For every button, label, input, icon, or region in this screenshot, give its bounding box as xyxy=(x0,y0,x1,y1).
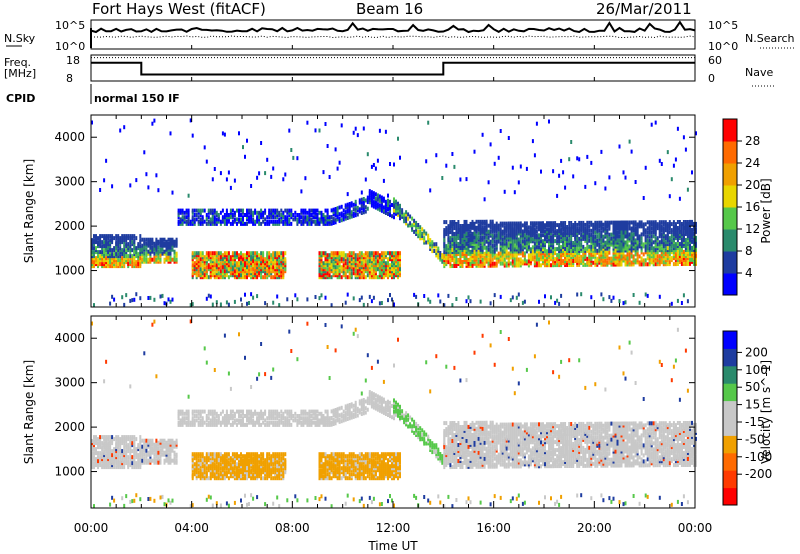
colorbar-swatch xyxy=(723,348,737,367)
nave-tick-bottom: 0 xyxy=(708,72,715,85)
time-axis-labels: 00:00 04:00 08:00 12:00 16:00 20:00 00:00 xyxy=(74,521,713,535)
power-x-ticks xyxy=(90,45,696,307)
colorbar-tick-label: 50 xyxy=(745,380,760,394)
colorbar-tick-label: -15 xyxy=(745,415,765,429)
colorbar-swatch xyxy=(723,207,737,230)
power-y-ticks: 1000 2000 3000 4000 xyxy=(54,130,695,278)
velocity-cells xyxy=(91,319,697,509)
colorbar-tick-label: 15 xyxy=(745,398,760,412)
colorbar-swatch xyxy=(723,400,737,419)
nsky-label: N.Sky xyxy=(4,32,36,45)
colorbar-swatch xyxy=(723,435,737,454)
y-tick-label: 1000 xyxy=(54,465,85,479)
power-colorbar-label: Power [dB] xyxy=(759,178,773,243)
freq-label: Freq. xyxy=(4,56,31,69)
velocity-colorbar-label: Velocity [m s^-1] xyxy=(759,360,773,464)
colorbar-tick-label: 4 xyxy=(745,266,753,280)
x-tick-label: 04:00 xyxy=(174,521,209,535)
colorbar-tick-label: 12 xyxy=(745,222,760,236)
colorbar-tick-label: -50 xyxy=(745,432,765,446)
power-y-label: Slant Range [km] xyxy=(22,159,36,263)
power-cells xyxy=(91,118,697,308)
colorbar-tick-label: 200 xyxy=(745,345,768,359)
y-tick-label: 2000 xyxy=(54,219,85,233)
nsearch-label: N.Search xyxy=(745,32,795,45)
y-tick-label: 2000 xyxy=(54,420,85,434)
colorbar-tick-label: 20 xyxy=(745,178,760,192)
colorbar-swatch xyxy=(723,470,737,489)
y-tick-label: 4000 xyxy=(54,331,85,345)
freq-tick-bottom: 8 xyxy=(66,72,73,85)
y-tick-label: 1000 xyxy=(54,264,85,278)
cpid-label: CPID xyxy=(6,92,35,105)
x-tick-label: 00:00 xyxy=(74,521,109,535)
x-tick-label: 08:00 xyxy=(275,521,310,535)
nsky-tick-bottom: 10^0 xyxy=(55,40,85,53)
colorbar-swatch xyxy=(723,185,737,208)
velocity-y-ticks: 1000 2000 3000 4000 xyxy=(54,331,695,479)
x-tick-label: 12:00 xyxy=(376,521,411,535)
nsky-trace xyxy=(90,20,696,48)
colorbar-tick-label: 8 xyxy=(745,244,753,258)
nsearch-tick-bottom: 10^0 xyxy=(708,40,738,53)
cpid-value: normal 150 IF xyxy=(94,92,180,105)
velocity-y-label: Slant Range [km] xyxy=(22,360,36,464)
y-tick-label: 3000 xyxy=(54,376,85,390)
nave-label: Nave xyxy=(745,66,773,79)
colorbar-swatch xyxy=(723,487,737,506)
nave-tick-top: 60 xyxy=(708,54,722,67)
freq-tick-top: 18 xyxy=(66,54,80,67)
y-tick-label: 4000 xyxy=(54,130,85,144)
power-panel: 1000 2000 3000 4000 Slant Range [km] xyxy=(22,45,697,308)
nsearch-trace xyxy=(90,35,696,39)
nsearch-tick-top: 10^5 xyxy=(708,19,738,32)
colorbar-tick-label: -100 xyxy=(745,450,772,464)
colorbar-swatch xyxy=(723,331,737,349)
colorbar-swatch xyxy=(723,418,737,436)
colorbar-swatch xyxy=(723,452,737,471)
frequency-panel: Freq. [MHz] 18 8 60 0 Nave xyxy=(4,54,775,87)
colorbar-tick-label: -200 xyxy=(745,467,772,481)
x-tick-label: 16:00 xyxy=(476,521,511,535)
colorbar-swatch xyxy=(723,119,737,142)
x-tick-label: 20:00 xyxy=(577,521,612,535)
colorbar-swatch xyxy=(723,141,737,164)
power-colorbar: 4 8 12 16 20 24 28 Power [dB] xyxy=(722,118,773,296)
colorbar-tick-label: 16 xyxy=(745,200,760,214)
colorbar-swatch xyxy=(723,383,737,402)
frequency-trace xyxy=(91,61,695,76)
velocity-colorbar: 200 100 50 15 -15 -50 -100 -200 Velocity [m s^-… xyxy=(722,330,773,506)
station-title: Fort Hays West (fitACF) xyxy=(92,0,266,18)
colorbar-tick-label: 24 xyxy=(745,156,760,170)
noise-panel: N.Sky 10^5 10^0 10^5 10^0 N.Search xyxy=(4,19,795,53)
colorbar-swatch xyxy=(723,251,737,274)
colorbar-swatch xyxy=(723,273,737,296)
time-axis-title: Time UT xyxy=(367,539,418,553)
freq-unit: [MHz] xyxy=(4,67,36,80)
velocity-panel: 1000 2000 3000 4000 Slant Range [km] xyxy=(22,315,697,509)
colorbar-swatch xyxy=(723,365,737,384)
x-tick-label: 00:00 xyxy=(678,521,713,535)
colorbar-swatch xyxy=(723,229,737,252)
y-tick-label: 3000 xyxy=(54,175,85,189)
beam-label: Beam 16 xyxy=(356,0,423,18)
nsky-tick-top: 10^5 xyxy=(55,19,85,32)
colorbar-tick-label: 28 xyxy=(745,134,760,148)
colorbar-tick-label: 100 xyxy=(745,363,768,377)
colorbar-swatch xyxy=(723,163,737,186)
velocity-x-ticks xyxy=(90,316,696,508)
date-label: 26/Mar/2011 xyxy=(596,0,692,18)
